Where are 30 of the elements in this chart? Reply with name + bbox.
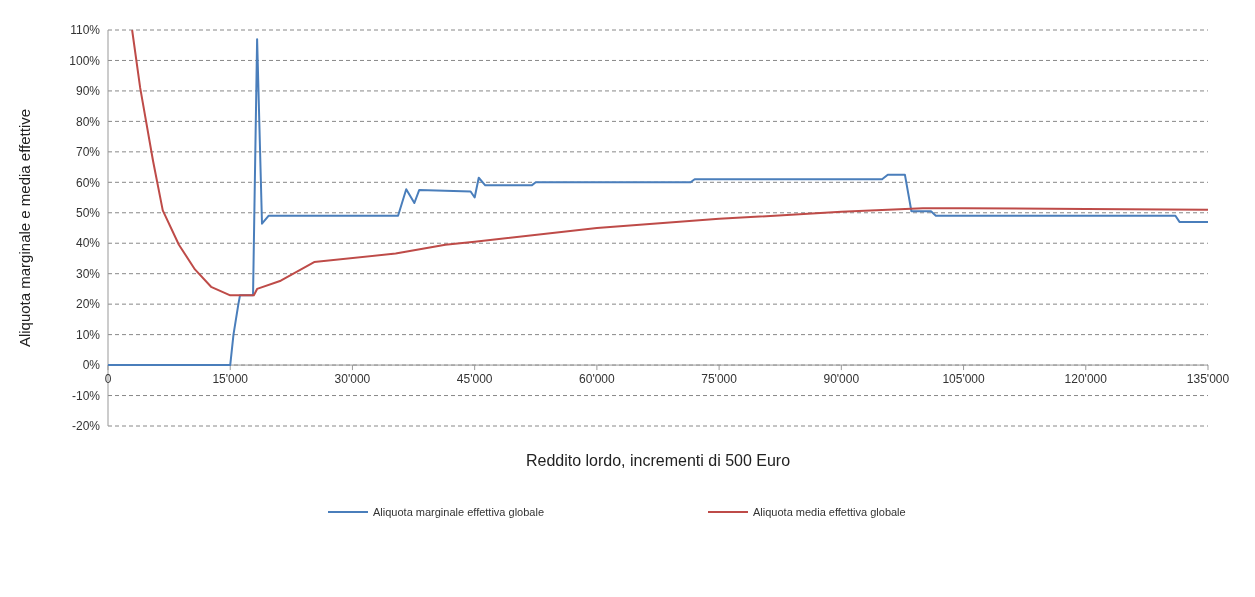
x-tick-label: 45'000 bbox=[456, 372, 493, 387]
legend-label: Aliquota media effettiva globale bbox=[753, 505, 906, 518]
x-tick-label: 75'000 bbox=[701, 372, 738, 387]
x-tick-label: 90'000 bbox=[823, 372, 860, 387]
y-tick-label: 100% bbox=[69, 53, 101, 68]
y-tick-label: 30% bbox=[75, 266, 101, 281]
x-tick-label: 0 bbox=[104, 372, 112, 387]
y-tick-label: 10% bbox=[75, 327, 101, 342]
y-tick-label: 110% bbox=[70, 23, 101, 38]
y-tick-label: 20% bbox=[75, 297, 101, 312]
y-tick-label: 70% bbox=[75, 145, 101, 160]
x-tick-label: 135'000 bbox=[1186, 372, 1230, 387]
y-tick-label: -10% bbox=[71, 388, 101, 403]
y-tick-label: 40% bbox=[75, 236, 101, 251]
y-tick-label: 60% bbox=[75, 175, 101, 190]
line-series bbox=[107, 38, 1209, 367]
x-tick-label: 60'000 bbox=[579, 372, 616, 387]
y-tick-label: 50% bbox=[75, 205, 101, 220]
legend-label: Aliquota marginale effettiva globale bbox=[373, 505, 545, 518]
y-tick-label: 0% bbox=[82, 358, 101, 373]
y-axis-title: Aliquota marginale e media effettive bbox=[16, 108, 33, 348]
y-tick-label: -20% bbox=[71, 419, 101, 434]
x-tick-label: 30'000 bbox=[334, 372, 371, 387]
x-axis-title: Reddito lordo, incrementi di 500 Euro bbox=[525, 452, 791, 469]
line-series bbox=[131, 29, 1209, 297]
x-tick-label: 105'000 bbox=[942, 372, 986, 387]
x-tick-label: 15'000 bbox=[212, 372, 249, 387]
x-tick-label: 120'000 bbox=[1064, 372, 1108, 387]
y-tick-label: 80% bbox=[75, 114, 101, 129]
y-tick-label: 90% bbox=[75, 84, 101, 99]
